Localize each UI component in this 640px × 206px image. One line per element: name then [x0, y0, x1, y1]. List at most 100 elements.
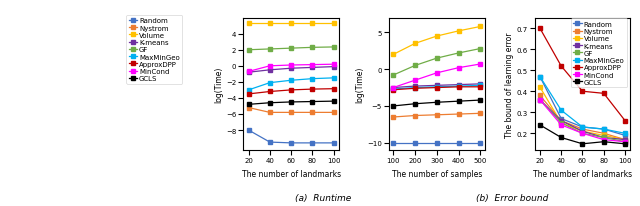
Nystrom [389, 116, 397, 119]
X-axis label: The number of samples: The number of samples [392, 169, 482, 178]
Legend: Random, Nystrom, Volume, K-means, GF, MaxMinGeo, ApproxDPP, MinCond, GCLS: Random, Nystrom, Volume, K-means, GF, Ma… [571, 19, 627, 88]
MinCond [433, 72, 441, 75]
MaxMinGeo [621, 132, 629, 135]
Volume [330, 23, 337, 25]
MinCond [536, 99, 544, 101]
Nystrom [455, 113, 463, 116]
Random [389, 143, 397, 145]
GF [308, 47, 316, 49]
MinCond [477, 63, 484, 66]
ApproxDPP [411, 88, 419, 90]
Line: GCLS: GCLS [538, 124, 627, 146]
K-means [308, 67, 316, 69]
GCLS [244, 104, 252, 106]
ApproxDPP [477, 86, 484, 89]
ApproxDPP [455, 86, 463, 89]
K-means [621, 139, 629, 141]
Volume [557, 122, 565, 124]
Random [455, 143, 463, 145]
Volume [266, 23, 274, 25]
MaxMinGeo [266, 82, 274, 84]
MaxMinGeo [600, 128, 607, 131]
MinCond [621, 141, 629, 143]
GCLS [455, 101, 463, 103]
Nystrom [287, 112, 295, 114]
Line: MaxMinGeo: MaxMinGeo [247, 77, 335, 92]
ApproxDPP [389, 89, 397, 91]
Nystrom [330, 112, 337, 114]
Line: Random: Random [538, 75, 627, 137]
Line: ApproxDPP: ApproxDPP [538, 27, 627, 123]
GCLS [621, 143, 629, 145]
GCLS [308, 101, 316, 103]
Line: Random: Random [247, 129, 335, 145]
MaxMinGeo [308, 78, 316, 81]
Volume [244, 23, 252, 25]
Nystrom [557, 120, 565, 122]
MinCond [308, 64, 316, 67]
Nystrom [433, 114, 441, 116]
ApproxDPP [287, 89, 295, 92]
K-means [287, 68, 295, 70]
Random [557, 118, 565, 120]
Line: K-means: K-means [392, 83, 482, 90]
ApproxDPP [244, 93, 252, 96]
GF [266, 48, 274, 51]
MaxMinGeo [536, 76, 544, 78]
GF [433, 58, 441, 60]
Line: Nystrom: Nystrom [247, 106, 335, 115]
X-axis label: The number of landmarks: The number of landmarks [533, 169, 632, 178]
K-means [389, 87, 397, 89]
Nystrom [600, 132, 607, 135]
MaxMinGeo [455, 85, 463, 88]
GCLS [536, 124, 544, 126]
MinCond [244, 71, 252, 73]
ApproxDPP [600, 93, 607, 95]
Line: K-means: K-means [538, 98, 627, 142]
Line: Volume: Volume [538, 86, 627, 142]
Line: MaxMinGeo: MaxMinGeo [392, 84, 482, 91]
Volume [455, 30, 463, 33]
MinCond [600, 139, 607, 141]
Line: GCLS: GCLS [247, 100, 335, 107]
GF [330, 47, 337, 49]
Random [600, 128, 607, 131]
GCLS [433, 102, 441, 104]
Random [330, 142, 337, 144]
MinCond [330, 64, 337, 66]
K-means [330, 66, 337, 69]
Nystrom [621, 139, 629, 141]
MaxMinGeo [389, 88, 397, 91]
MaxMinGeo [411, 87, 419, 89]
Line: MaxMinGeo: MaxMinGeo [538, 75, 627, 135]
Volume [308, 23, 316, 25]
ApproxDPP [557, 66, 565, 68]
K-means [244, 72, 252, 74]
Nystrom [536, 95, 544, 97]
MinCond [579, 132, 586, 135]
Nystrom [579, 128, 586, 131]
Volume [600, 135, 607, 137]
Nystrom [266, 112, 274, 114]
GCLS [287, 101, 295, 104]
ApproxDPP [266, 91, 274, 93]
Volume [411, 43, 419, 45]
MinCond [455, 67, 463, 70]
MinCond [287, 64, 295, 67]
GF [557, 122, 565, 124]
Nystrom [477, 112, 484, 115]
GF [579, 132, 586, 135]
MaxMinGeo [579, 126, 586, 129]
MinCond [411, 80, 419, 82]
Y-axis label: log(Time): log(Time) [214, 66, 223, 103]
K-means [477, 83, 484, 86]
Line: MinCond: MinCond [247, 63, 335, 74]
Line: Nystrom: Nystrom [538, 94, 627, 142]
K-means [536, 99, 544, 101]
Random [308, 142, 316, 144]
Line: Nystrom: Nystrom [392, 112, 482, 119]
GF [389, 74, 397, 77]
MaxMinGeo [433, 86, 441, 89]
Y-axis label: The bound of learning error: The bound of learning error [504, 32, 513, 137]
MaxMinGeo [557, 109, 565, 112]
